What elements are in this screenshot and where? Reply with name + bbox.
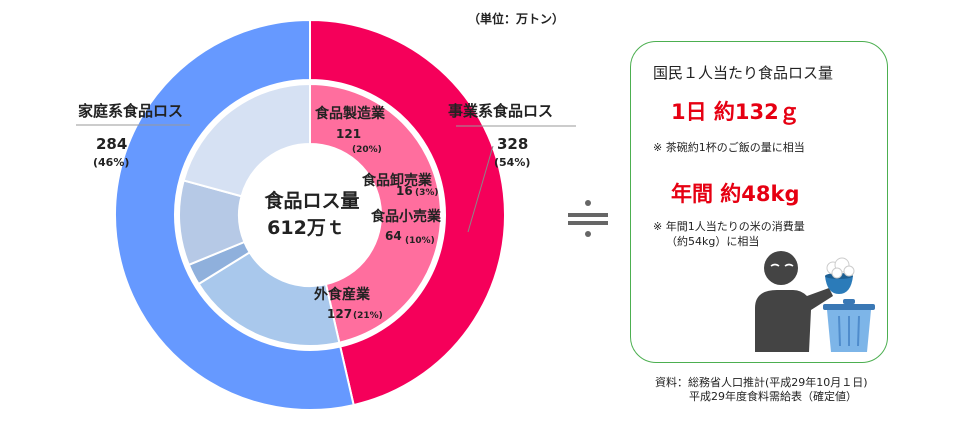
food-service-label: 外食産業 bbox=[314, 286, 371, 303]
household-loss-label: 家庭系食品ロス bbox=[78, 102, 183, 120]
unit-label: （単位：万トン） bbox=[468, 12, 565, 26]
food-service-value: 127 bbox=[327, 307, 352, 321]
manufacturing-label: 食品製造業 bbox=[315, 105, 386, 122]
yearly-loss-amount: 年間 約48kg bbox=[671, 182, 800, 206]
household-loss-percent: (46%) bbox=[93, 156, 129, 169]
daily-loss-amount: 1日 約132ｇ bbox=[671, 100, 800, 124]
business-loss-label: 事業系食品ロス bbox=[448, 102, 553, 120]
retail-value: 64 bbox=[385, 229, 402, 243]
yearly-note-line1: ※ 年間1人当たりの米の消費量 bbox=[653, 220, 805, 233]
daily-loss-note: ※ 茶碗約1杯のご飯の量に相当 bbox=[653, 141, 805, 154]
source-line2: 平成29年度食料需給表（確定値） bbox=[689, 390, 857, 403]
yearly-loss-note: ※ 年間1人当たりの米の消費量 （約54kg）に相当 bbox=[653, 219, 805, 249]
retail-percent: (10%) bbox=[405, 236, 435, 246]
outer-ring-slice-1 bbox=[114, 18, 355, 411]
business-loss-value: 328 bbox=[497, 135, 528, 153]
center-label-line1: 食品ロス量 bbox=[264, 189, 359, 212]
wholesale-value: 16 bbox=[396, 184, 413, 198]
retail-label: 食品小売業 bbox=[371, 208, 442, 225]
business-value-leader bbox=[467, 145, 494, 233]
outer-ring-slice-0 bbox=[309, 18, 506, 407]
wholesale-label: 食品卸売業 bbox=[362, 172, 433, 189]
info-box-title: 国民１人当たり食品ロス量 bbox=[653, 64, 834, 82]
center-hole bbox=[239, 144, 381, 286]
person-throwing-rice-into-trash-icon bbox=[755, 251, 875, 352]
per-capita-info-box: 国民１人当たり食品ロス量 1日 約132ｇ ※ 茶碗約1杯のご飯の量に相当 年間… bbox=[630, 41, 888, 363]
yearly-note-line2: （約54kg）に相当 bbox=[666, 235, 760, 248]
manufacturing-value: 121 bbox=[336, 127, 361, 141]
food-service-percent: (21%) bbox=[353, 311, 383, 321]
business-loss-percent: (54%) bbox=[494, 156, 530, 169]
food-loss-donut-chart: 食品ロス量 612万ｔ 家庭系食品ロス 284 (46%) 事業系食品ロス 32… bbox=[76, 18, 576, 411]
approximately-equal-icon bbox=[568, 200, 608, 237]
manufacturing-percent: (20%) bbox=[352, 145, 382, 155]
wholesale-percent: (3%) bbox=[415, 188, 439, 198]
data-source-note: 資料：総務省人口推計(平成29年10月１日) 平成29年度食料需給表（確定値） bbox=[655, 376, 868, 404]
household-loss-value: 284 bbox=[96, 135, 127, 153]
center-label-line2: 612万ｔ bbox=[267, 217, 345, 239]
source-line1: 資料：総務省人口推計(平成29年10月１日) bbox=[655, 376, 868, 389]
